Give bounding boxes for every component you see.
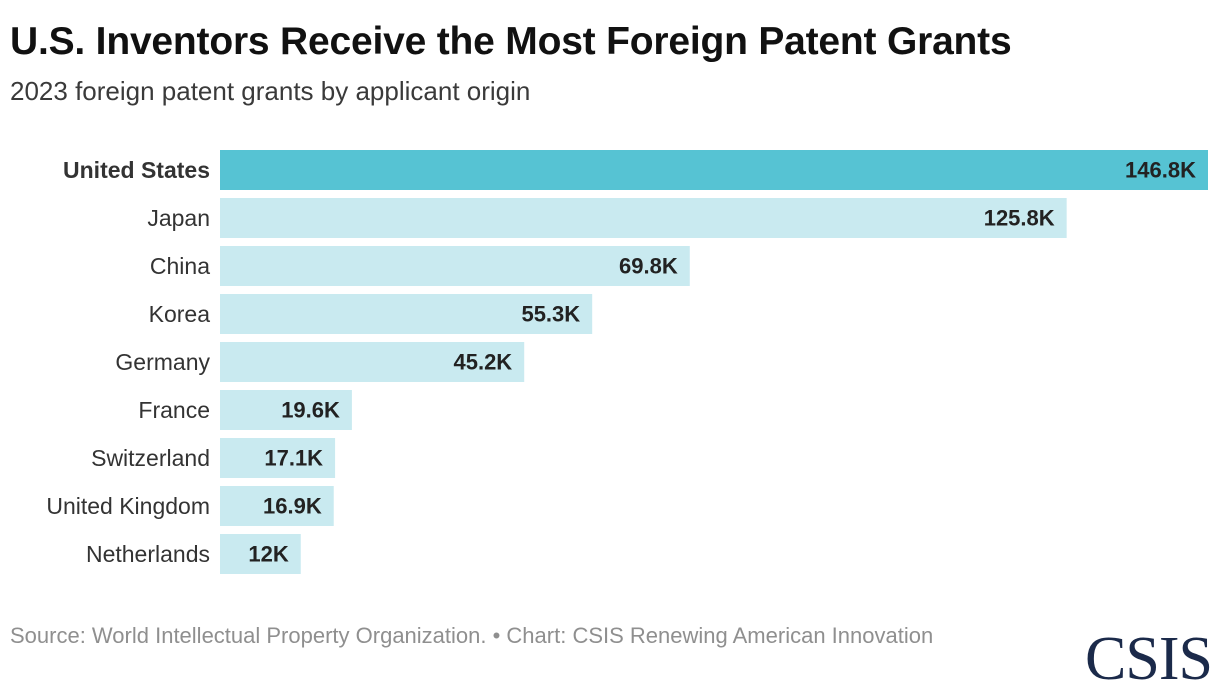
bar-united-kingdom [220,486,334,526]
bar-korea [220,294,593,334]
category-label-france: France [138,397,210,423]
bar-france [220,390,352,430]
value-label-france: 19.6K [281,398,340,423]
value-label-japan: 125.8K [984,206,1055,231]
category-label-netherlands: Netherlands [86,541,210,567]
bar-switzerland [220,438,336,478]
chart-title: U.S. Inventors Receive the Most Foreign … [10,20,1012,63]
chart-subtitle: 2023 foreign patent grants by applicant … [10,76,531,106]
category-label-japan: Japan [147,205,210,231]
source-note: Source: World Intellectual Property Orga… [10,623,934,648]
value-label-united-states: 146.8K [1125,158,1196,183]
bar-netherlands [220,534,301,574]
value-label-korea: 55.3K [521,302,580,327]
category-label-united-kingdom: United Kingdom [46,493,210,519]
value-label-china: 69.8K [619,254,678,279]
category-label-china: China [150,253,210,279]
category-label-germany: Germany [115,349,210,375]
value-label-switzerland: 17.1K [264,446,323,471]
bar-chart: United States 146.8K Japan 125.8K China 69.8K… [46,150,1208,574]
value-label-united-kingdom: 16.9K [263,494,322,519]
category-label-united-states: United States [63,157,210,183]
csis-logo: CSIS [1085,625,1213,693]
bar-japan [220,198,1067,238]
bar-united-states [220,150,1208,190]
category-label-korea: Korea [149,301,211,327]
bar-china [220,246,690,286]
value-label-netherlands: 12K [248,542,288,567]
bar-germany [220,342,525,382]
category-label-switzerland: Switzerland [91,445,210,471]
value-label-germany: 45.2K [453,350,512,375]
